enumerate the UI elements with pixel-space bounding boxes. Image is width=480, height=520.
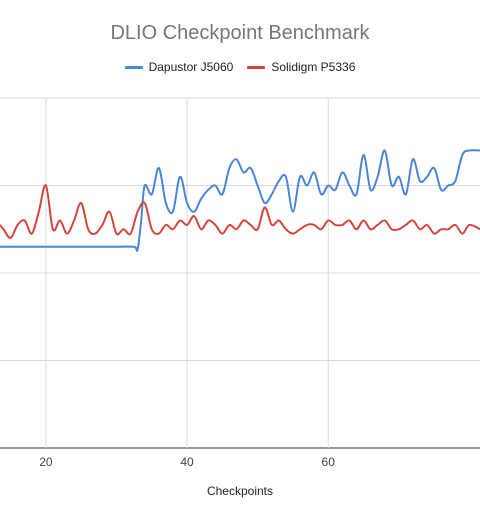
x-axis-label: Checkpoints	[206, 484, 274, 498]
x-tick-label: 20	[39, 455, 53, 469]
x-tick-label: 60	[322, 455, 336, 469]
legend-item-solidigm[interactable]: Solidigm P5336	[247, 60, 355, 74]
series-line-1[interactable]	[0, 184, 480, 239]
legend-swatch-dapustor	[124, 65, 143, 69]
series-line-0[interactable]	[0, 149, 480, 252]
grid	[0, 97, 480, 449]
legend-swatch-solidigm	[247, 65, 266, 69]
chart-legend: Dapustor J5060 Solidigm P5336	[0, 60, 480, 74]
legend-label-dapustor: Dapustor J5060	[148, 60, 234, 74]
legend-item-dapustor[interactable]: Dapustor J5060	[124, 60, 234, 74]
x-tick-labels: 20 40 60	[39, 455, 335, 469]
x-tick-label: 40	[180, 455, 194, 469]
chart-title: DLIO Checkpoint Benchmark	[110, 22, 370, 44]
legend-label-solidigm: Solidigm P5336	[271, 60, 356, 74]
series-lines	[0, 149, 480, 252]
